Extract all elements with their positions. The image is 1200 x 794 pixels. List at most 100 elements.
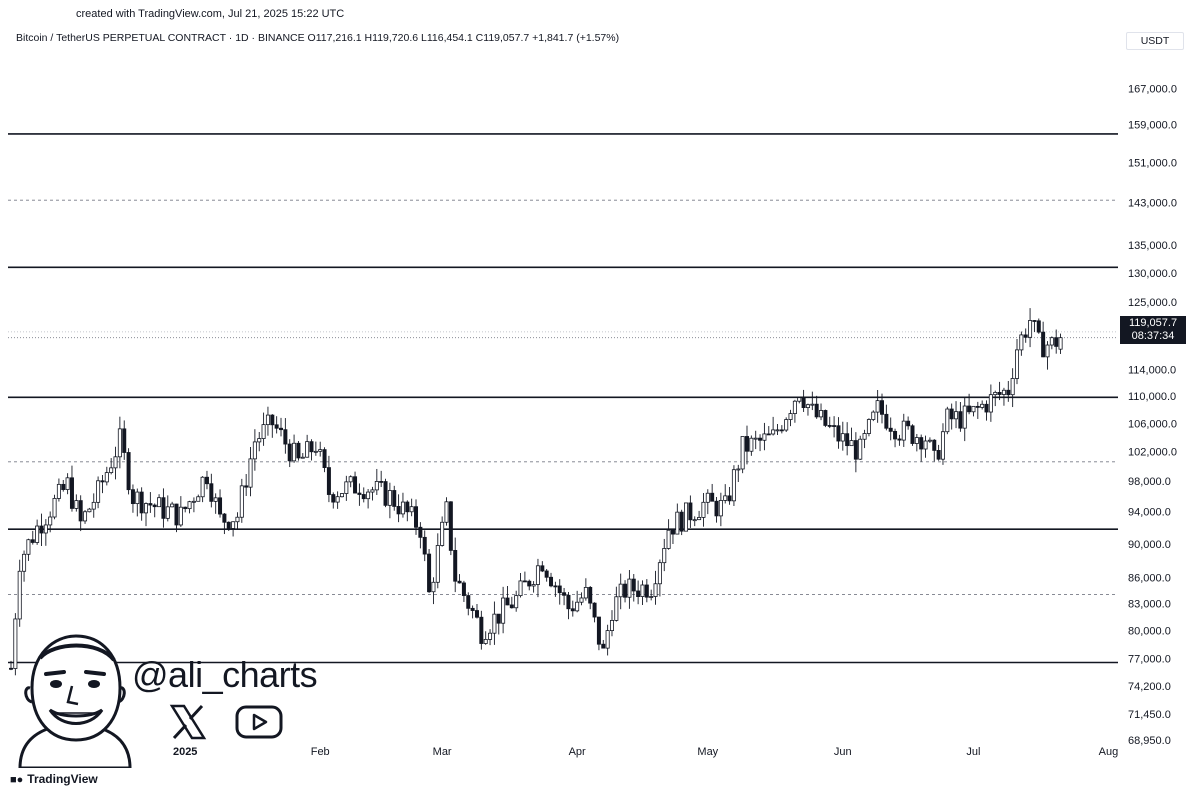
candle-body — [718, 500, 723, 517]
candle-body — [575, 601, 580, 612]
candle-body — [749, 437, 754, 452]
candle-body — [636, 590, 641, 597]
tradingview-brand[interactable]: ■● TradingView — [10, 772, 98, 786]
candle-body — [583, 586, 588, 599]
candle-body — [797, 397, 802, 402]
candle-body — [305, 441, 310, 458]
candle-body — [252, 441, 257, 460]
candle-body — [975, 405, 980, 408]
candle-body — [605, 630, 610, 649]
candle-body — [174, 503, 179, 526]
candle-body — [601, 643, 606, 649]
candle-body — [479, 616, 484, 644]
candle-body — [949, 408, 954, 420]
candle-body — [705, 492, 710, 503]
candle-body — [579, 597, 584, 603]
candle-body — [784, 419, 789, 431]
candle-body — [61, 483, 66, 490]
time-tick-label: Feb — [311, 746, 330, 758]
candle-body — [527, 580, 532, 587]
candle-body — [984, 403, 989, 413]
price-tick-label: 159,000.0 — [1128, 120, 1177, 132]
candle-body — [688, 502, 693, 521]
candle-body — [927, 439, 932, 442]
candle-body — [505, 597, 510, 606]
candle-body — [196, 496, 201, 502]
candle-body — [26, 539, 31, 555]
candle-body — [374, 481, 379, 491]
author-handle: @ali_charts — [132, 654, 318, 695]
support-resistance-levels — [8, 133, 1118, 664]
price-tick-label: 86,000.0 — [1128, 572, 1171, 584]
candle-body — [461, 582, 466, 596]
candle-body — [366, 491, 371, 500]
youtube-icon[interactable] — [234, 704, 284, 740]
candle-body — [226, 521, 231, 529]
candle-body — [792, 400, 797, 414]
candle-body — [361, 494, 366, 500]
candle-body — [1032, 320, 1037, 322]
candle-body — [104, 472, 109, 483]
bar-countdown: 08:37:34 — [1131, 330, 1175, 342]
currency-selector[interactable]: USDT — [1126, 32, 1184, 50]
candle-body — [470, 607, 475, 611]
candle-body — [370, 489, 375, 493]
candle-body — [265, 414, 270, 426]
candle-body — [1023, 334, 1028, 338]
candle-body — [771, 429, 776, 435]
candle-body — [836, 425, 841, 442]
price-tick-label: 151,000.0 — [1128, 158, 1177, 170]
candle-body — [309, 441, 314, 453]
candle-body — [322, 449, 327, 468]
candle-body — [962, 405, 967, 429]
candle-body — [126, 452, 131, 491]
candle-body — [1041, 331, 1046, 358]
symbol-legend[interactable]: Bitcoin / TetherUS PERPETUAL CONTRACT · … — [16, 32, 620, 44]
candle-body — [549, 576, 554, 587]
candle-body — [906, 420, 911, 427]
time-tick-label: Apr — [569, 746, 586, 758]
candle-body — [871, 411, 876, 420]
candle-body — [514, 595, 519, 609]
candle-body — [157, 497, 162, 508]
price-tick-label: 80,000.0 — [1128, 626, 1171, 638]
candle-body — [353, 476, 358, 494]
candle-body — [644, 584, 649, 598]
candle-body — [853, 440, 858, 460]
candle-body — [170, 503, 175, 508]
candle-body — [427, 553, 432, 593]
candle-body — [614, 596, 619, 621]
candle-body — [400, 501, 405, 515]
candle-body — [670, 529, 675, 535]
candle-body — [518, 580, 523, 597]
candle-body — [553, 585, 558, 588]
price-tick-label: 68,950.0 — [1128, 735, 1171, 747]
price-tick-label: 94,000.0 — [1128, 507, 1171, 519]
candle-body — [83, 511, 88, 522]
candle-body — [753, 437, 758, 440]
candle-body — [875, 400, 880, 413]
candle-body — [609, 620, 614, 631]
candle-body — [74, 500, 79, 509]
x-logo-icon[interactable] — [168, 702, 208, 742]
candle-body — [901, 420, 906, 441]
time-tick-label: Jun — [834, 746, 852, 758]
candle-body — [165, 506, 170, 519]
price-tick-label: 102,000.0 — [1128, 447, 1177, 459]
caricature-avatar — [18, 634, 132, 768]
candle-body — [849, 440, 854, 447]
candle-body — [144, 503, 149, 514]
last-price-label: 119,057.7 08:37:34 — [1120, 316, 1186, 344]
candle-body — [723, 495, 728, 501]
candle-body — [914, 437, 919, 444]
candle-body — [631, 578, 636, 592]
candle-body — [30, 539, 35, 543]
candle-body — [274, 424, 279, 429]
candle-body — [566, 594, 571, 610]
time-tick-label: Jul — [966, 746, 980, 758]
chart-header: created with TradingView.com, Jul 21, 20… — [76, 8, 345, 20]
candle-body — [779, 429, 784, 432]
candle-body — [483, 639, 488, 644]
candle-body — [710, 492, 715, 502]
